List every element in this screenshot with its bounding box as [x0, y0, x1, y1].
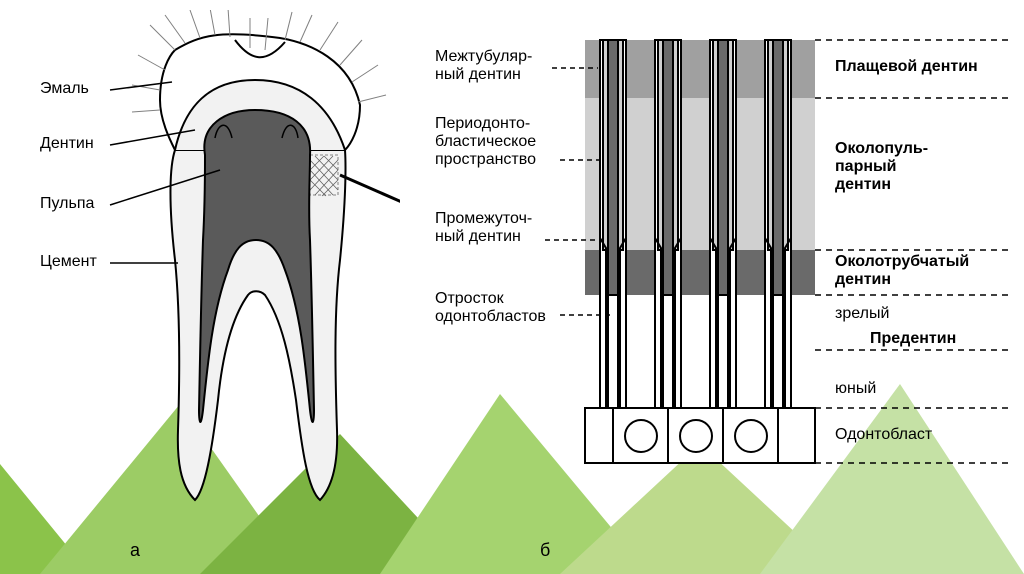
label-odontoblast: Одонтобласт [835, 426, 932, 444]
label-young: юный [835, 380, 876, 398]
label-predentin: Предентин [870, 330, 956, 348]
label-process: Отросток одонтобластов [435, 290, 546, 326]
label-mantle: Плащевой дентин [835, 58, 978, 76]
label-intermediate: Промежуточ- ный дентин [435, 210, 532, 246]
subfig-b: б [540, 540, 550, 561]
label-circumpulpal: Околопуль- парный дентин [835, 140, 928, 194]
label-periodonto: Периодонто- бластическое пространство [435, 115, 536, 169]
label-peritubular: Околотрубчатый дентин [835, 253, 969, 289]
label-mature: зрелый [835, 305, 889, 323]
label-intertubular: Межтубуляр- ный дентин [435, 48, 532, 84]
